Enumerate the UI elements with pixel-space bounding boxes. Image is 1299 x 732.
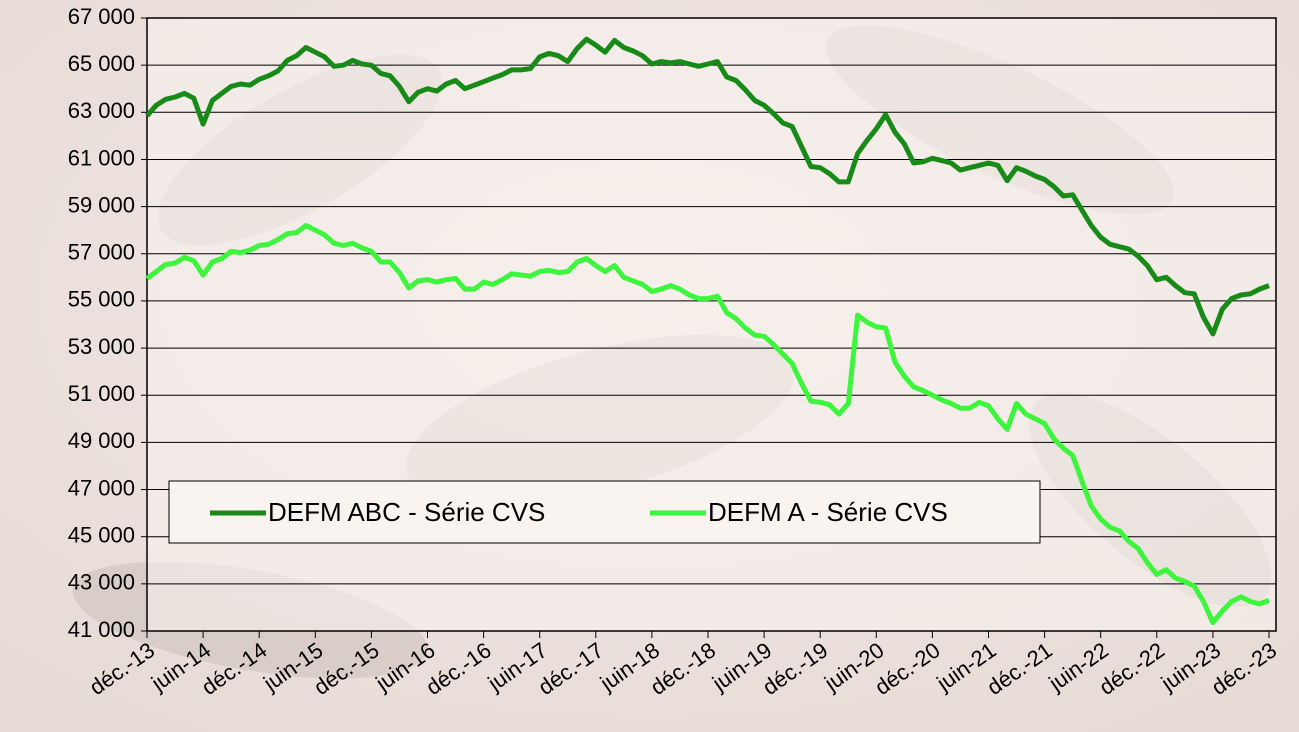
y-tick-label: 61 000 — [68, 145, 135, 170]
y-tick-label: 45 000 — [68, 523, 135, 548]
series-line — [145, 223, 1270, 626]
y-tick-label: 57 000 — [68, 240, 135, 265]
y-tick-label: 41 000 — [68, 617, 135, 642]
legend-box — [168, 480, 1041, 544]
series-line — [145, 36, 1270, 337]
y-tick-label: 65 000 — [68, 51, 135, 76]
y-tick-label: 53 000 — [68, 334, 135, 359]
y-tick-label: 63 000 — [68, 98, 135, 123]
y-tick-label: 49 000 — [68, 428, 135, 453]
y-tick-label: 55 000 — [68, 287, 135, 312]
y-tick-label: 51 000 — [68, 381, 135, 406]
legend-label: DEFM ABC - Série CVS — [268, 497, 545, 527]
y-tick-label: 43 000 — [68, 570, 135, 595]
y-tick-label: 59 000 — [68, 192, 135, 217]
legend-label: DEFM A - Série CVS — [708, 497, 948, 527]
legend: DEFM ABC - Série CVS DEFM A - Série CVS — [168, 480, 1041, 544]
y-tick-label: 47 000 — [68, 475, 135, 500]
y-tick-label: 67 000 — [68, 4, 135, 29]
